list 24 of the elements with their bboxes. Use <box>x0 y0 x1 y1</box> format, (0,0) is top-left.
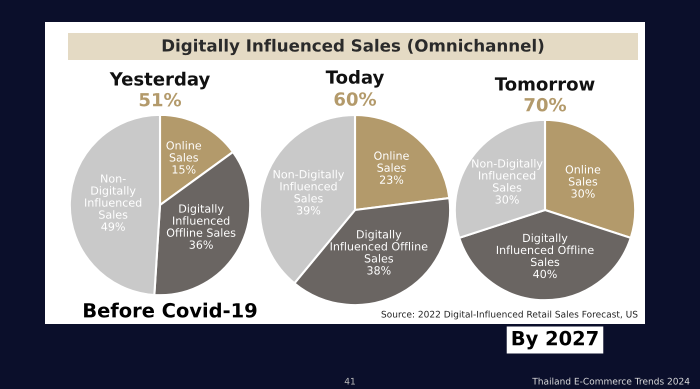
chart-title: Yesterday <box>110 72 210 90</box>
slice-label: Online Sales <box>566 165 600 186</box>
chart-title: Tomorrow <box>494 77 595 91</box>
text: Digitally Influenced Sales (Omnichannel) <box>162 38 544 56</box>
text: By 2027 <box>512 330 598 350</box>
chart-subtitle: 70% <box>524 98 566 112</box>
data-label: 36% <box>190 240 213 249</box>
text: Before Covid-19 <box>84 302 256 318</box>
data-label: 38% <box>367 266 391 275</box>
chart-subtitle: 51% <box>140 92 182 107</box>
slice-label: Digitally Influenced Offline Sales <box>166 204 236 237</box>
slice-label: Digitally Influenced Offline Sales <box>330 230 428 263</box>
data-label: 40% <box>533 270 557 278</box>
data-label: 23% <box>380 175 404 184</box>
source-note: Source: 2022 Digital-Influenced Retail Sales Forecast, US <box>382 310 638 320</box>
data-label: 30% <box>571 189 595 198</box>
chart-title: Today <box>326 70 384 88</box>
chart-subtitle: 60% <box>334 92 376 106</box>
text: Thailand E-Commerce Trends 2024 <box>532 378 690 385</box>
slice-label: Online Sales <box>374 151 409 172</box>
slice-label: Digitally Influenced Offline Sales <box>496 233 594 266</box>
text: 41 <box>344 378 355 384</box>
slice-label: Online Sales <box>166 140 202 162</box>
data-label: 15% <box>172 165 196 174</box>
